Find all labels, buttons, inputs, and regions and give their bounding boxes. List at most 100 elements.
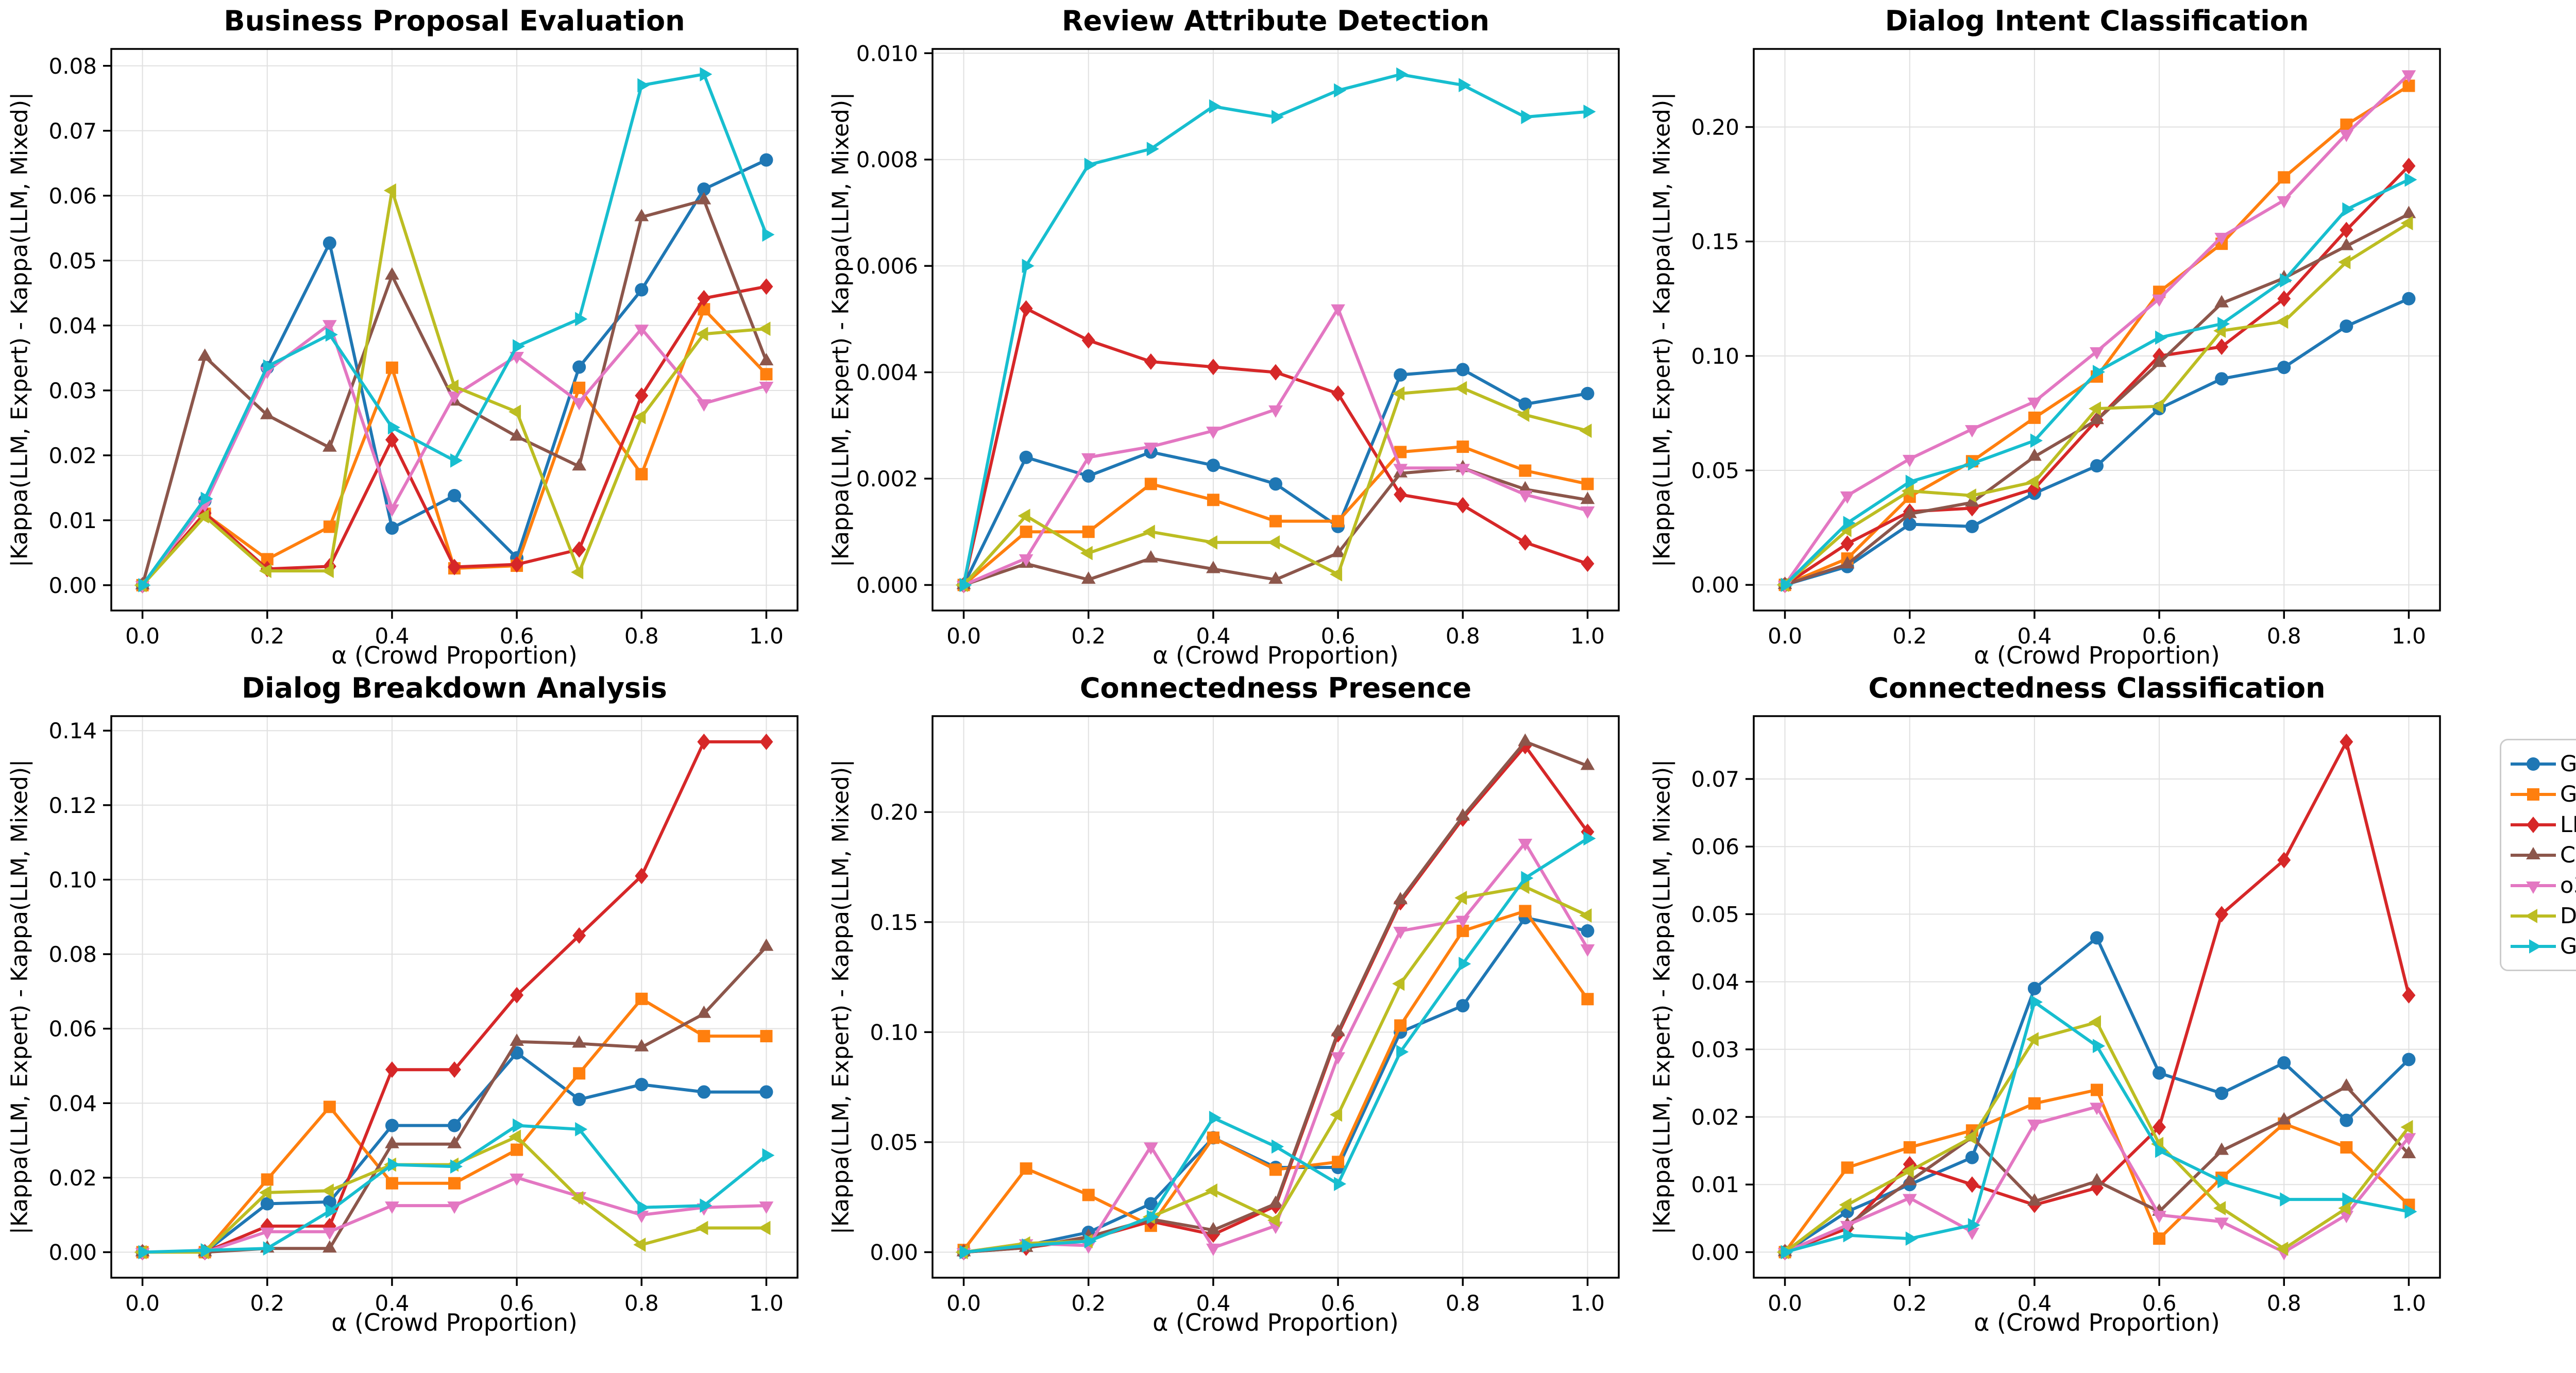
x-tick-label: 0.8 bbox=[1446, 623, 1480, 649]
marker-diamond bbox=[2340, 222, 2353, 239]
marker-triangle-left bbox=[1963, 488, 1976, 503]
x-tick-label: 1.0 bbox=[1570, 1291, 1605, 1316]
marker-circle bbox=[448, 1118, 461, 1132]
marker-triangle-right bbox=[1396, 1044, 1409, 1059]
marker-triangle-right bbox=[2030, 433, 2043, 448]
marker-triangle-right bbox=[2404, 1204, 2417, 1219]
marker-triangle-up bbox=[1268, 571, 1283, 584]
panel-dialog-intent-classification: Dialog Intent Classification |Kappa(LLM,… bbox=[1642, 0, 2467, 690]
marker-square bbox=[1332, 1156, 1345, 1168]
marker-circle bbox=[1019, 450, 1033, 464]
x-tick-label: 0.2 bbox=[1071, 623, 1106, 649]
x-tick-label: 0.6 bbox=[2142, 1291, 2177, 1316]
y-tick-label: 0.06 bbox=[48, 1016, 97, 1042]
marker-circle bbox=[697, 182, 711, 196]
marker-triangle-right bbox=[2280, 273, 2293, 288]
marker-triangle-right bbox=[138, 578, 151, 592]
marker-circle bbox=[2153, 1066, 2166, 1080]
panel-title: Business Proposal Evaluation bbox=[224, 5, 685, 37]
marker-circle bbox=[385, 521, 399, 535]
x-tick-label: 0.0 bbox=[1768, 623, 1802, 649]
x-axis-label: α (Crowd Proportion) bbox=[331, 1309, 578, 1336]
marker-triangle-right bbox=[1084, 1234, 1097, 1248]
marker-triangle-left bbox=[1963, 1130, 1976, 1145]
marker-triangle-left bbox=[321, 1183, 334, 1198]
plot-canvas: 0.0 0.2 0.4 0.6 0.8 1.0 0.00 0.01 0.02 0.03 0.04 0.… bbox=[1691, 715, 2441, 1316]
marker-triangle-left bbox=[1392, 976, 1405, 991]
series-line bbox=[141, 740, 768, 1254]
tick-labels: 0.0 0.2 0.4 0.6 0.8 1.0 0.00 0.01 0.02 0.03 0.04 0.… bbox=[1691, 767, 2426, 1316]
marker-circle bbox=[1269, 477, 1282, 491]
x-tick-label: 1.0 bbox=[2392, 623, 2426, 649]
tick-labels: 0.0 0.2 0.4 0.6 0.8 1.0 0.00 0.02 0.04 0.06 0.08 0.… bbox=[48, 718, 783, 1316]
marker-diamond bbox=[1331, 385, 1345, 402]
legend-item-gpt-4o: GPT-4o bbox=[2509, 749, 2576, 779]
marker-triangle-up bbox=[1518, 481, 1533, 494]
marker-triangle-down bbox=[2152, 294, 2166, 307]
axes-frame bbox=[931, 715, 1620, 1279]
x-axis-label: α (Crowd Proportion) bbox=[1974, 641, 2220, 669]
series-o3-mini bbox=[135, 1173, 774, 1261]
marker-square bbox=[698, 1030, 710, 1043]
x-tick-label: 0.2 bbox=[250, 623, 284, 649]
y-tick-label: 0.01 bbox=[1691, 1172, 1739, 1197]
marker-triangle-right bbox=[1022, 259, 1035, 273]
x-tick-label: 0.4 bbox=[1196, 623, 1231, 649]
y-tick-label: 0.05 bbox=[1691, 902, 1739, 927]
series-line bbox=[1783, 297, 2411, 587]
marker-square bbox=[1020, 1162, 1032, 1175]
y-tick-label: 0.00 bbox=[1691, 572, 1739, 598]
marker-triangle-right bbox=[575, 312, 588, 327]
marker-circle bbox=[2340, 319, 2353, 333]
marker-triangle-up bbox=[322, 1240, 337, 1253]
x-tick-label: 0.0 bbox=[946, 1291, 981, 1316]
marker-triangle-down bbox=[634, 325, 649, 337]
marker-square bbox=[2278, 171, 2291, 184]
legend-label: Gemini 1.5 Pro bbox=[2560, 781, 2576, 807]
marker-circle bbox=[1965, 1150, 1979, 1164]
y-tick-label: 0.02 bbox=[1691, 1105, 1739, 1130]
y-tick-label: 0.00 bbox=[870, 1240, 918, 1265]
marker-triangle-right bbox=[325, 1204, 338, 1218]
marker-diamond bbox=[1144, 353, 1158, 370]
marker-triangle-down bbox=[759, 382, 774, 394]
x-tick-label: 0.6 bbox=[500, 623, 534, 649]
marker-triangle-down bbox=[1393, 464, 1408, 477]
x-tick-label: 0.0 bbox=[1768, 1291, 1802, 1316]
x-tick-label: 0.8 bbox=[624, 1291, 659, 1316]
y-tick-label: 0.06 bbox=[1691, 834, 1739, 859]
marker-circle bbox=[1581, 924, 1595, 938]
marker-triangle-down bbox=[1455, 464, 1470, 477]
panel-review-attribute-detection: Review Attribute Detection |Kappa(LLM, E… bbox=[821, 0, 1646, 690]
marker-triangle-right bbox=[325, 327, 338, 342]
x-tick-label: 1.0 bbox=[2392, 1291, 2426, 1316]
marker-diamond bbox=[1394, 486, 1408, 503]
marker-triangle-right bbox=[2030, 995, 2043, 1009]
marker-square bbox=[635, 992, 648, 1005]
marker-circle bbox=[1144, 1197, 1158, 1211]
marker-triangle-left bbox=[1517, 879, 1530, 894]
series-Claude 3.5 Sonnet bbox=[1777, 206, 2416, 589]
marker-triangle-left bbox=[2026, 1032, 2039, 1046]
marker-triangle-down bbox=[1580, 506, 1595, 519]
marker-triangle-right bbox=[513, 339, 526, 353]
marker-square bbox=[1903, 1141, 1916, 1154]
marker-diamond bbox=[2527, 816, 2540, 833]
y-tick-label: 0.14 bbox=[48, 718, 97, 743]
marker-triangle-right bbox=[450, 453, 463, 468]
marker-square bbox=[2340, 1141, 2353, 1154]
marker-triangle-left bbox=[1018, 508, 1030, 523]
marker-triangle-left bbox=[1454, 381, 1467, 396]
marker-triangle-up bbox=[385, 1135, 399, 1148]
marker-triangle-left bbox=[259, 1185, 272, 1200]
marker-triangle-left bbox=[2276, 1241, 2289, 1256]
marker-square bbox=[1519, 464, 1532, 477]
marker-square bbox=[1020, 526, 1032, 538]
marker-triangle-down bbox=[447, 391, 462, 404]
marker-diamond bbox=[635, 868, 649, 885]
marker-diamond bbox=[759, 278, 773, 295]
marker-triangle-up bbox=[2339, 238, 2354, 250]
marker-triangle-left bbox=[2151, 399, 2164, 414]
plot-canvas: 0.0 0.2 0.4 0.6 0.8 1.0 0.00 0.05 0.10 0.15 0.20 bbox=[870, 715, 1620, 1316]
marker-triangle-right bbox=[1396, 67, 1409, 82]
